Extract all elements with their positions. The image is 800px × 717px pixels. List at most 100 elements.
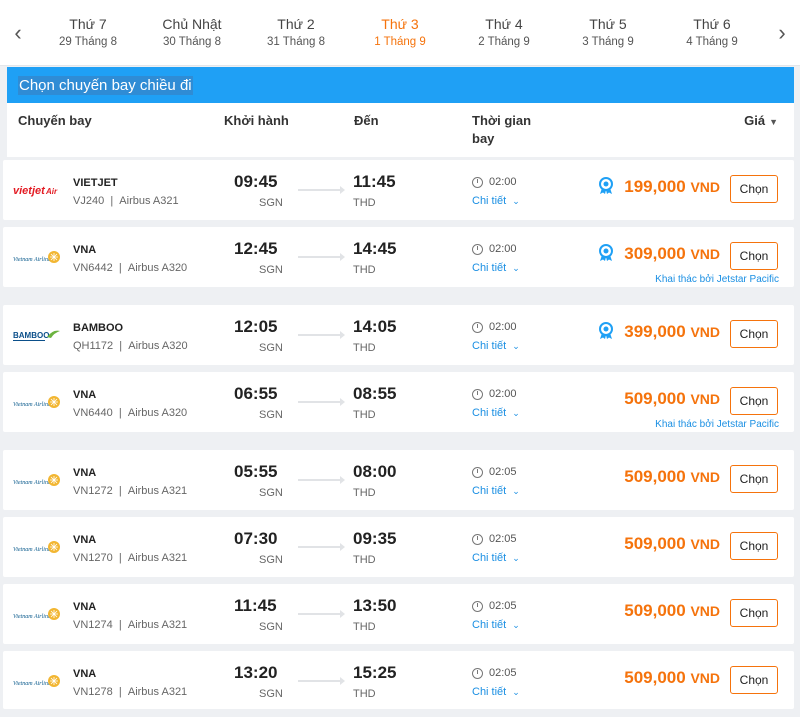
flight-duration: 02:00 <box>472 243 517 255</box>
chevron-down-icon: ⌄ <box>512 408 520 418</box>
arrival-time: 15:25 <box>353 663 397 682</box>
flight-duration: 02:00 <box>472 176 517 188</box>
day-date: 29 Tháng 8 <box>59 35 117 48</box>
deal-badge-icon <box>598 322 614 340</box>
svg-text:BAMBOO: BAMBOO <box>13 331 49 340</box>
duration-value: 02:00 <box>489 176 517 188</box>
day-name: Thứ 7 <box>69 15 107 32</box>
flight-row: Vietnam Airlines VNA VN1272 | Airbus A32… <box>3 450 794 510</box>
airline-logo: Vietnam Airlines <box>13 394 61 410</box>
flight-row: Vietnam Airlines VNA VN1278 | Airbus A32… <box>3 651 794 709</box>
operated-by-note: Khai thác bởi Jetstar Pacific <box>655 274 779 285</box>
route-arrow-icon <box>298 543 345 551</box>
column-duration: Thời gian bay <box>472 112 531 148</box>
sort-down-icon: ▼ <box>769 117 778 127</box>
detail-link[interactable]: Chi tiết ⌄ <box>472 619 520 631</box>
select-flight-button[interactable]: Chọn <box>730 387 778 415</box>
select-flight-button[interactable]: Chọn <box>730 242 778 270</box>
price-currency: VND <box>690 536 720 552</box>
airline-logo: Vietnam Airlines <box>13 539 61 555</box>
day-tab[interactable]: Thứ 6 4 Tháng 9 <box>660 15 764 51</box>
flight-code: VN6440 <box>73 407 113 419</box>
price-value: 309,000 <box>624 244 686 263</box>
detail-link[interactable]: Chi tiết ⌄ <box>472 340 520 352</box>
detail-link[interactable]: Chi tiết ⌄ <box>472 485 520 497</box>
detail-link[interactable]: Chi tiết ⌄ <box>472 552 520 564</box>
select-flight-button[interactable]: Chọn <box>730 599 778 627</box>
flight-code: VN6442 <box>73 262 113 274</box>
price-value: 509,000 <box>624 668 686 687</box>
select-flight-button[interactable]: Chọn <box>730 175 778 203</box>
detail-label: Chi tiết <box>472 552 507 564</box>
detail-link[interactable]: Chi tiết ⌄ <box>472 195 520 207</box>
select-flight-button[interactable]: Chọn <box>730 465 778 493</box>
arrival-time: 14:05 <box>353 317 397 336</box>
select-flight-button[interactable]: Chọn <box>730 320 778 348</box>
flight-info: VN1278 | Airbus A321 <box>73 686 188 698</box>
airline-name: VNA <box>73 389 97 401</box>
departure-airport: SGN <box>259 409 283 421</box>
chevron-left-icon[interactable]: ‹ <box>14 19 22 45</box>
section-title: Chọn chuyến bay chiều đi <box>18 75 193 95</box>
price: 509,000 VND <box>624 389 720 409</box>
flight-duration: 02:05 <box>472 466 517 478</box>
chevron-right-icon[interactable]: › <box>778 19 786 45</box>
duration-value: 02:05 <box>489 466 517 478</box>
day-date: 30 Tháng 8 <box>163 35 221 48</box>
select-flight-button[interactable]: Chọn <box>730 666 778 694</box>
route-arrow-icon <box>298 186 345 194</box>
day-tab[interactable]: Thứ 5 3 Tháng 9 <box>556 15 660 51</box>
detail-label: Chi tiết <box>472 407 507 419</box>
flight-row: vietjet Air VIETJET VJ240 | Airbus A321 0… <box>3 160 794 220</box>
departure-time: 13:20 <box>234 663 278 682</box>
arrival-airport: THD <box>353 342 376 354</box>
airline-name: BAMBOO <box>73 322 124 334</box>
flight-info: VN1270 | Airbus A321 <box>73 552 188 564</box>
clock-icon <box>472 667 483 679</box>
select-flight-button[interactable]: Chọn <box>730 532 778 560</box>
flight-info: VN1274 | Airbus A321 <box>73 619 188 631</box>
airline-logo: Vietnam Airlines <box>13 606 61 622</box>
column-price-sort[interactable]: Giá ▼ <box>744 112 778 131</box>
airline-logo: vietjet Air <box>13 182 61 198</box>
day-tab[interactable]: Chủ Nhật 30 Tháng 8 <box>140 15 244 51</box>
day-date: 4 Tháng 9 <box>686 35 738 48</box>
aircraft: Airbus A321 <box>127 485 188 497</box>
route-arrow-icon <box>298 476 345 484</box>
day-tab[interactable]: Thứ 2 31 Tháng 8 <box>244 15 348 51</box>
aircraft: Airbus A320 <box>128 340 188 352</box>
price-currency: VND <box>690 469 720 485</box>
detail-link[interactable]: Chi tiết ⌄ <box>472 686 520 698</box>
detail-link[interactable]: Chi tiết ⌄ <box>472 407 520 419</box>
clock-icon <box>472 176 483 188</box>
day-tab[interactable]: Thứ 4 2 Tháng 9 <box>452 15 556 51</box>
detail-link[interactable]: Chi tiết ⌄ <box>472 262 520 274</box>
flight-duration: 02:05 <box>472 533 517 545</box>
price-value: 399,000 <box>624 322 686 341</box>
day-name: Thứ 2 <box>277 15 315 32</box>
route-arrow-icon <box>298 331 345 339</box>
departure-time: 12:45 <box>234 239 278 258</box>
airline-name: VNA <box>73 244 97 256</box>
departure-time: 05:55 <box>234 462 278 481</box>
aircraft: Airbus A321 <box>127 552 188 564</box>
detail-label: Chi tiết <box>472 262 507 274</box>
flight-duration: 02:05 <box>472 600 517 612</box>
section-title-bar: Chọn chuyến bay chiều đi <box>7 67 794 103</box>
price-value: 509,000 <box>624 601 686 620</box>
price: 399,000 VND <box>624 322 720 342</box>
day-tab[interactable]: Thứ 7 29 Tháng 8 <box>36 15 140 51</box>
detail-label: Chi tiết <box>472 195 507 207</box>
departure-airport: SGN <box>259 487 283 499</box>
departure-airport: SGN <box>259 197 283 209</box>
aircraft: Airbus A321 <box>127 619 188 631</box>
duration-value: 02:00 <box>489 321 517 333</box>
departure-time: 11:45 <box>234 596 277 615</box>
day-tab[interactable]: Thứ 3 1 Tháng 9 <box>348 15 452 51</box>
flight-code: QH1172 <box>73 340 114 352</box>
deal-badge-icon <box>598 177 614 195</box>
clock-icon <box>472 466 483 478</box>
price-currency: VND <box>690 391 720 407</box>
day-name: Thứ 5 <box>589 15 627 32</box>
